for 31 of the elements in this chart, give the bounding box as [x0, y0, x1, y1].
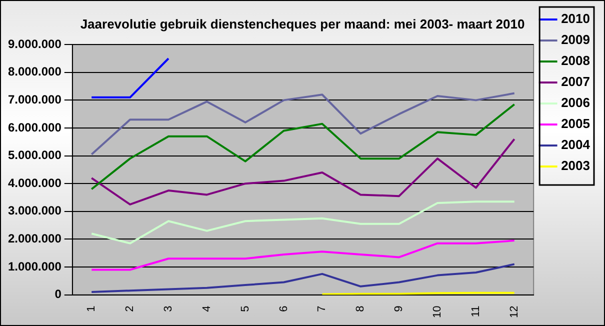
legend-label: 2005	[561, 116, 590, 132]
x-tick-label: 9	[393, 306, 406, 312]
chart-title: Jaarevolutie gebruik dienstencheques per maand: mei 2003- maart 2010	[80, 16, 525, 32]
legend-label: 2007	[561, 74, 590, 90]
x-tick-label: 7	[316, 306, 328, 312]
x-tick-label: 11	[470, 306, 482, 318]
y-tick-label: 4.000.000	[8, 176, 62, 190]
x-tick-label: 12	[508, 306, 520, 318]
x-tick-label: 2	[124, 306, 136, 312]
y-tick-label: 7.000.000	[8, 92, 62, 107]
y-tick-label: 9.000.000	[8, 36, 62, 51]
x-tick-label: 10	[432, 306, 444, 318]
legend-label: 2004	[561, 137, 591, 152]
y-tick-label: 2.000.000	[8, 231, 62, 246]
x-tick-label: 8	[354, 306, 367, 312]
y-tick-label: 0	[54, 287, 62, 302]
x-tick-label: 3	[162, 306, 174, 312]
x-tick-label: 4	[200, 306, 213, 312]
y-tick-label: 3.000.000	[8, 204, 62, 218]
legend-label: 2003	[561, 158, 590, 174]
x-tick-label: 5	[239, 306, 252, 312]
x-tick-label: 1	[86, 306, 98, 312]
x-tick-label: 6	[278, 306, 290, 312]
y-tick-label: 5.000.000	[8, 148, 62, 162]
legend-label: 2008	[561, 53, 590, 68]
legend-label: 2009	[561, 32, 590, 48]
y-tick-label: 1.000.000	[8, 259, 62, 274]
y-tick-label: 6.000.000	[8, 120, 62, 134]
legend-label: 2010	[561, 11, 590, 26]
y-tick-label: 8.000.000	[8, 64, 62, 79]
legend-label: 2006	[561, 95, 590, 110]
